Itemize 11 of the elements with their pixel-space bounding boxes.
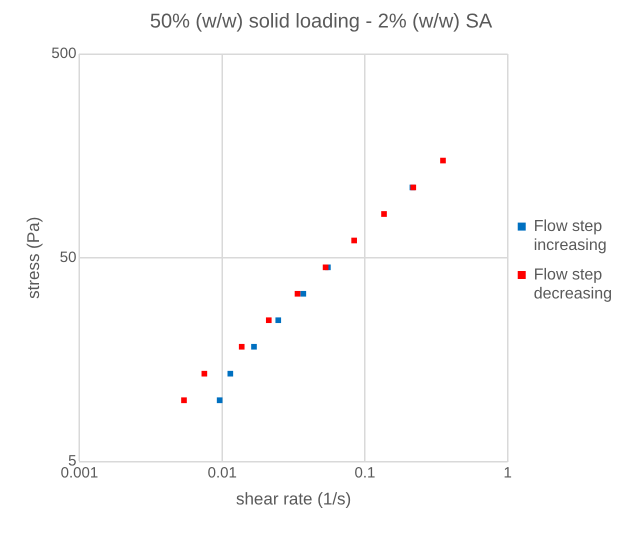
x-tick-label: 1 <box>504 464 512 482</box>
x-tick-label: 0.001 <box>60 464 98 482</box>
x-tick-label: 0.1 <box>354 464 376 482</box>
legend-label: Flow step increasing <box>534 218 607 254</box>
y-tick-label: 50 <box>60 248 76 266</box>
y-axis-title: stress (Pa) <box>24 216 43 299</box>
y-tick-label: 500 <box>51 45 76 62</box>
x-tick-label: 0.01 <box>208 464 237 482</box>
chart-title: 50% (w/w) solid loading - 2% (w/w) SA <box>150 10 493 33</box>
legend-label: Flow step decreasing <box>534 266 612 303</box>
x-axis-title: shear rate (1/s) <box>236 489 352 508</box>
